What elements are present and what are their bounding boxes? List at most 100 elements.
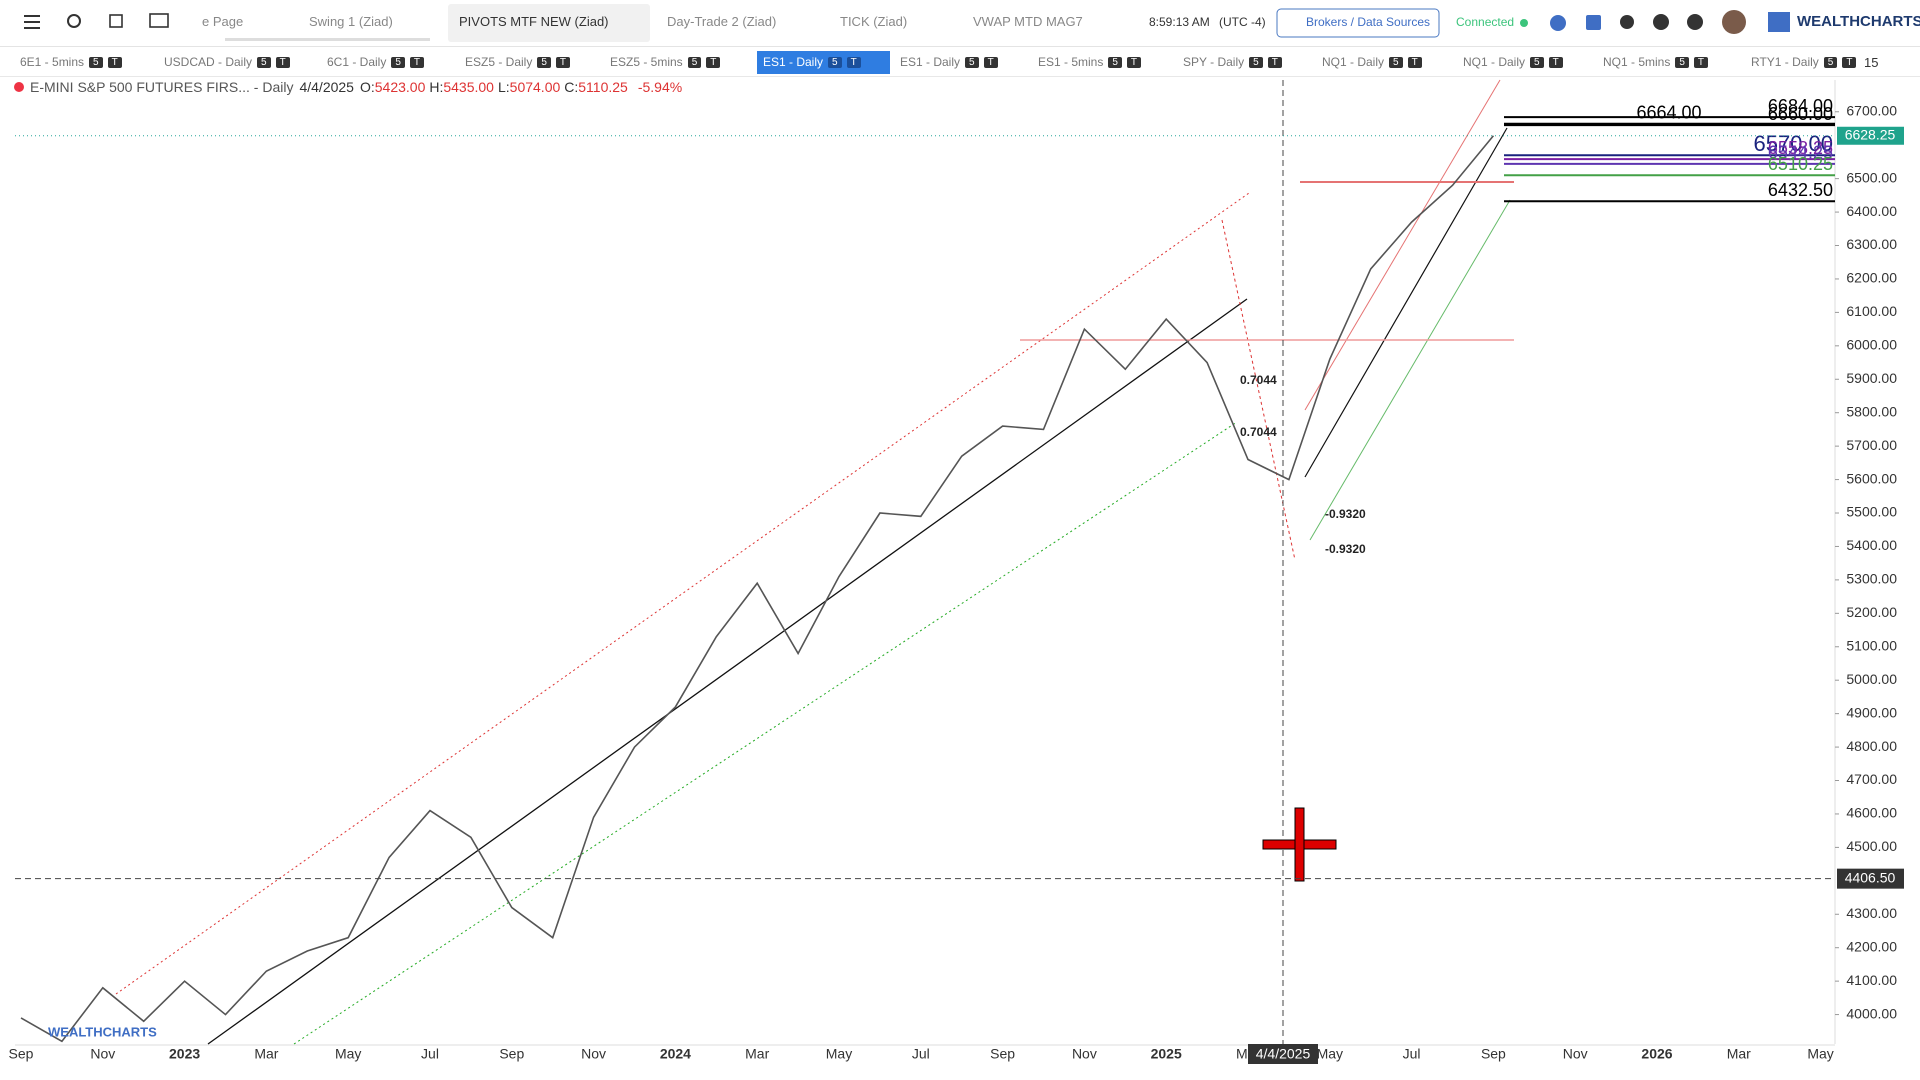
symbol-badge[interactable]: 5 <box>1108 56 1122 68</box>
symbol-badge[interactable]: 5 <box>965 56 979 68</box>
crosshair-price-box <box>1837 868 1904 889</box>
symbol-tab[interactable]: RTY1 - Daily 5 T <box>1751 55 1857 69</box>
tab[interactable]: TICK (Ziad) <box>840 14 908 29</box>
x-tick-label: May <box>1807 1046 1833 1062</box>
symbol-tab[interactable]: NQ1 - Daily 5 T <box>1322 55 1422 69</box>
y-tick-label: 6300.00 <box>1846 236 1897 252</box>
symbol-badge[interactable]: 5 <box>391 56 405 68</box>
symbol-badge[interactable]: 5 <box>1823 56 1838 68</box>
symbol-badge[interactable]: T <box>1407 56 1422 68</box>
x-tick-label: Nov <box>1072 1046 1097 1062</box>
symbol-badge[interactable]: T <box>1267 56 1282 68</box>
save-icon[interactable] <box>1586 15 1601 30</box>
watermark: WEALTHCHARTS <box>48 1024 157 1039</box>
x-tick-label: Nov <box>1563 1046 1588 1062</box>
timezone: (UTC -4) <box>1219 15 1266 29</box>
symbol-tab[interactable]: 6E1 - 5mins 5 T <box>20 55 122 69</box>
menu-icon[interactable] <box>24 15 40 29</box>
y-tick-label: 5800.00 <box>1846 403 1897 419</box>
symbol-badge[interactable]: T <box>555 56 571 68</box>
avatar[interactable] <box>1722 10 1746 34</box>
symbol-label: ES1 - 5mins <box>1038 55 1104 69</box>
y-tick-label: 4600.00 <box>1846 805 1897 821</box>
ohlc-value: 5074.00 <box>509 79 561 95</box>
regression-line <box>207 298 1248 1045</box>
symbol-badge[interactable]: 5 <box>1249 56 1263 68</box>
plot-area <box>15 80 1835 1045</box>
tab[interactable]: Day-Trade 2 (Ziad) <box>667 14 777 29</box>
symbol-badge[interactable]: 5 <box>828 56 842 68</box>
symbol-label: NQ1 - 5mins <box>1603 55 1671 69</box>
symbol-tab[interactable]: USDCAD - Daily 5 T <box>164 55 290 69</box>
symbol-tab[interactable]: ES1 - 5mins 5 T <box>1038 55 1142 69</box>
symbol-badge[interactable]: 5 <box>257 56 271 68</box>
y-tick-label: 5000.00 <box>1846 671 1897 687</box>
more-symbols[interactable]: 15 <box>1864 55 1879 70</box>
x-tick-label: Mar <box>1727 1046 1751 1062</box>
symbol-badge[interactable]: T <box>409 56 425 68</box>
tab[interactable]: PIVOTS MTF NEW (Ziad) <box>459 14 609 29</box>
tab[interactable]: e Page <box>202 14 244 29</box>
level-label: 6510.25 <box>1768 154 1833 174</box>
x-tick-label: 2026 <box>1641 1046 1672 1062</box>
y-tick-label: 5300.00 <box>1846 571 1897 587</box>
symbol-badge[interactable]: 5 <box>537 56 551 68</box>
brokers-label[interactable]: Brokers / Data Sources <box>1306 15 1431 29</box>
toolbar-icons <box>24 4 1790 42</box>
symbol-tab[interactable]: ES1 - Daily 5 T <box>763 55 861 69</box>
symbol-badge[interactable]: 5 <box>1675 56 1689 68</box>
x-tick-label: Jul <box>912 1046 930 1062</box>
symbol-badge[interactable]: T <box>1548 56 1563 68</box>
ohlc-label: H: <box>429 79 444 95</box>
tab[interactable]: Swing 1 (Ziad) <box>309 14 393 29</box>
symbol-tab[interactable]: ES1 - Daily 5 T <box>900 55 998 69</box>
x-tick-label: Jul <box>1403 1046 1421 1062</box>
layout-icon[interactable] <box>109 14 123 28</box>
symbol-badge[interactable]: T <box>107 56 122 68</box>
symbol-label: 6E1 - 5mins <box>20 55 85 69</box>
symbol-badge[interactable]: 5 <box>687 56 702 68</box>
clock: 8:59:13 AM <box>1149 15 1210 29</box>
y-tick-label: 5400.00 <box>1846 537 1897 553</box>
settings-icon[interactable] <box>1653 14 1669 30</box>
symbol-tab[interactable]: SPY - Daily 5 T <box>1183 55 1282 69</box>
y-tick-label: 6500.00 <box>1846 169 1897 185</box>
fib-annotation: -0.9320 <box>1325 507 1366 521</box>
crosshair-date-label: 4/4/2025 <box>1256 1046 1311 1062</box>
chart: 4000.00 4100.00 4200.00 4300.00 4500.00 4600.… <box>9 79 1904 1064</box>
ai-icon[interactable] <box>149 13 169 28</box>
symbol-badge[interactable]: 5 <box>1389 56 1403 68</box>
symbol-badge[interactable]: T <box>1126 56 1142 68</box>
help-icon[interactable] <box>1687 14 1703 30</box>
symbol-badge[interactable]: 5 <box>89 56 103 68</box>
symbol-badge[interactable]: T <box>275 56 290 68</box>
level-label: 6432.50 <box>1768 180 1833 200</box>
y-tick-label: 6100.00 <box>1846 303 1897 319</box>
symbol-badge[interactable]: 5 <box>1530 56 1544 68</box>
symbol-tab[interactable]: ESZ5 - 5mins 5 T <box>610 55 721 69</box>
symbol-badge[interactable]: T <box>706 56 721 68</box>
ohlc: O:5423.00 H:5435.00 L:5074.00 C:5110.25 <box>360 79 632 95</box>
tab[interactable]: VWAP MTD MAG7 <box>973 14 1083 29</box>
search-icon[interactable] <box>67 14 81 28</box>
fib-annotation: 0.7044 <box>1240 425 1277 439</box>
symbol-tab[interactable]: NQ1 - 5mins 5 T <box>1603 55 1709 69</box>
connection-status: Connected <box>1456 15 1515 29</box>
symbol-badge[interactable]: T <box>1693 56 1709 68</box>
symbol-badge[interactable]: T <box>846 56 861 68</box>
channel-upper-2 <box>1304 79 1501 411</box>
symbol-tab[interactable]: NQ1 - Daily 5 T <box>1463 55 1563 69</box>
chart-header: E-MINI S&P 500 FUTURES FIRS... - Daily 4/… <box>14 79 682 95</box>
brokers-button[interactable] <box>1276 8 1440 38</box>
symbol-badge[interactable]: T <box>1842 56 1857 68</box>
x-tick-label: 2025 <box>1151 1046 1182 1062</box>
symbol-tab[interactable]: ESZ5 - Daily 5 T <box>465 55 571 69</box>
users-icon[interactable] <box>1550 15 1566 31</box>
symbol-badge[interactable]: T <box>983 56 998 68</box>
level-label: 6660.00 <box>1768 104 1833 124</box>
y-tick-label: 4200.00 <box>1846 938 1897 954</box>
alerts-icon[interactable] <box>1620 15 1634 29</box>
fib-annotation: 0.7044 <box>1240 373 1277 387</box>
symbol-tab[interactable]: 6C1 - Daily 5 T <box>327 55 425 69</box>
